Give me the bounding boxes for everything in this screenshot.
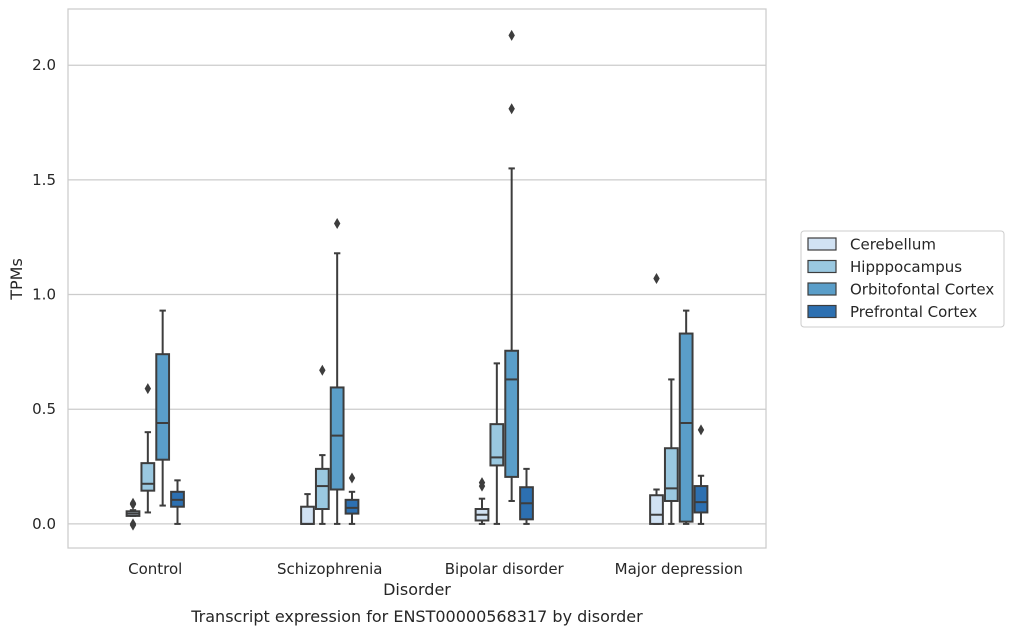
box-iqr	[504, 349, 520, 478]
series-hipppocampus	[140, 362, 679, 525]
outlier-point	[653, 273, 660, 284]
x-tick-label: Major depression	[615, 560, 743, 578]
legend-swatch	[807, 304, 837, 319]
box	[329, 217, 345, 525]
box-iqr	[140, 462, 156, 492]
box	[300, 493, 315, 525]
box-iqr	[649, 494, 664, 525]
box-iqr	[678, 332, 694, 523]
series-prefrontal-cortex	[170, 424, 709, 525]
legend-label: Prefrontal Cortex	[850, 303, 977, 321]
box-iqr	[314, 467, 330, 511]
legend-item: Prefrontal Cortex	[807, 303, 977, 321]
legend-label: Orbitofontal Cortex	[850, 281, 994, 299]
box	[504, 29, 520, 502]
chart-caption: Transcript expression for ENST0000056831…	[190, 607, 643, 626]
outlier-point	[129, 519, 137, 531]
box	[140, 383, 156, 514]
x-tick-label: Schizophrenia	[277, 560, 382, 578]
legend: Cerebellum Hipppocampus Orbitofontal Corte…	[800, 230, 1005, 328]
outlier-point	[319, 364, 326, 376]
legend-item: Cerebellum	[807, 236, 936, 254]
box	[663, 378, 679, 525]
legend-item: Orbitofontal Cortex	[807, 281, 994, 299]
box-iqr	[344, 498, 360, 515]
x-tick-label: Bipolar disorder	[445, 560, 565, 578]
box	[314, 364, 330, 525]
legend-label: Hipppocampus	[850, 258, 962, 276]
plot-frame	[67, 8, 767, 549]
legend-frame	[800, 230, 1005, 328]
legend-item: Hipppocampus	[807, 258, 962, 276]
outlier-point	[508, 29, 515, 41]
box	[155, 309, 171, 507]
outlier-point	[697, 424, 705, 436]
box	[693, 424, 709, 525]
box	[125, 497, 141, 531]
box	[678, 309, 694, 525]
box-iqr	[155, 353, 171, 461]
x-axis-ticks: Control Schizophrenia Bipolar disorder Majo…	[128, 560, 743, 578]
box	[170, 479, 185, 525]
series-cerebellum	[125, 273, 664, 531]
box	[489, 362, 505, 525]
box	[474, 477, 490, 525]
box-series	[125, 29, 709, 531]
x-axis-label: Disorder	[383, 580, 451, 599]
box	[344, 472, 360, 525]
y-axis-label: TPMs	[7, 258, 26, 301]
box-iqr	[489, 423, 505, 467]
y-tick-label: 0.0	[32, 515, 56, 533]
y-tick-label: 1.5	[32, 171, 56, 189]
outlier-point	[333, 217, 341, 229]
box	[519, 467, 534, 525]
legend-swatch	[807, 237, 837, 251]
series-orbitofontal-cortex	[155, 29, 694, 525]
outlier-point	[508, 103, 515, 115]
box	[649, 273, 664, 525]
outlier-point	[478, 480, 486, 492]
box-iqr	[300, 505, 315, 525]
box-iqr	[693, 485, 709, 514]
outlier-point	[129, 498, 137, 510]
legend-swatch	[807, 259, 837, 274]
legend-label: Cerebellum	[850, 236, 936, 254]
y-axis-ticks: 0.0 0.5 1.0 1.5 2.0	[32, 56, 56, 533]
box-iqr	[329, 386, 345, 491]
legend-swatch	[807, 282, 837, 296]
box-iqr	[663, 447, 679, 502]
y-tick-label: 0.5	[32, 400, 56, 418]
outlier-point	[144, 383, 152, 395]
outlier-point	[348, 472, 356, 484]
x-tick-label: Control	[128, 560, 182, 578]
y-tick-label: 2.0	[32, 56, 56, 74]
y-tick-label: 1.0	[32, 286, 56, 304]
